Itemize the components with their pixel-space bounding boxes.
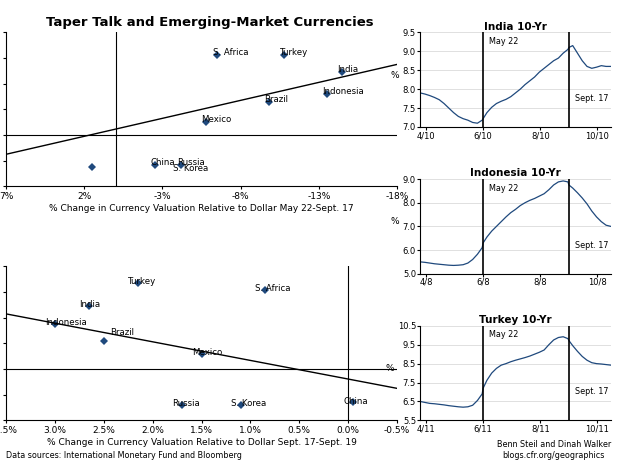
Y-axis label: %: %: [390, 71, 399, 79]
Text: Indonesia: Indonesia: [45, 318, 87, 328]
Text: May 22: May 22: [489, 37, 518, 46]
Text: Russia: Russia: [172, 399, 200, 408]
Text: Mexico: Mexico: [202, 115, 232, 124]
Text: Sept. 17: Sept. 17: [574, 94, 608, 103]
Text: Sept. 17: Sept. 17: [574, 241, 608, 249]
Text: Brazil: Brazil: [264, 95, 288, 103]
Title: India 10-Yr: India 10-Yr: [484, 22, 547, 31]
X-axis label: % Change in Currency Valuation Relative to Dollar Sept. 17-Sept. 19: % Change in Currency Valuation Relative …: [47, 438, 357, 447]
Text: S. Africa: S. Africa: [255, 284, 291, 293]
Y-axis label: %: %: [385, 364, 394, 373]
Text: Taper Talk and Emerging-Market Currencies: Taper Talk and Emerging-Market Currencie…: [46, 16, 373, 29]
Text: May 22: May 22: [489, 184, 518, 193]
Text: Turkey: Turkey: [280, 49, 308, 57]
Text: China: China: [151, 158, 175, 166]
Text: S. Africa: S. Africa: [212, 49, 248, 57]
Text: S. Korea: S. Korea: [173, 164, 209, 173]
Text: Turkey: Turkey: [128, 277, 157, 286]
X-axis label: % Change in Currency Valuation Relative to Dollar May 22-Sept. 17: % Change in Currency Valuation Relative …: [49, 204, 354, 213]
Text: S. Korea: S. Korea: [231, 399, 266, 408]
Text: Russia: Russia: [177, 158, 205, 166]
Text: Benn Steil and Dinah Walker
blogs.cfr.org/geographics: Benn Steil and Dinah Walker blogs.cfr.or…: [497, 440, 611, 460]
Text: May 22: May 22: [489, 330, 518, 340]
Text: Sept. 17: Sept. 17: [574, 387, 608, 396]
Text: Data sources: International Monetary Fund and Bloomberg: Data sources: International Monetary Fun…: [6, 451, 242, 460]
Text: China: China: [343, 397, 368, 406]
Text: Brazil: Brazil: [110, 328, 134, 337]
Text: Indonesia: Indonesia: [322, 87, 363, 96]
Title: Indonesia 10-Yr: Indonesia 10-Yr: [470, 168, 561, 178]
Text: Mexico: Mexico: [192, 348, 222, 357]
Text: India: India: [80, 300, 101, 310]
Y-axis label: %: %: [390, 218, 399, 226]
Text: India: India: [337, 65, 358, 74]
Title: Turkey 10-Yr: Turkey 10-Yr: [479, 315, 552, 325]
